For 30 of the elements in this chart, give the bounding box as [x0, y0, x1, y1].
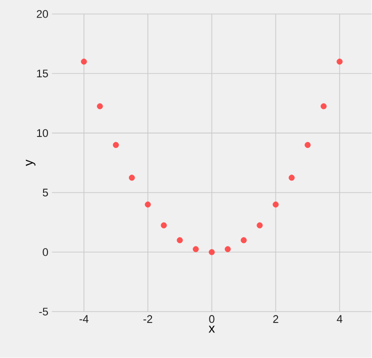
point — [256, 222, 263, 229]
point — [112, 142, 119, 148]
y-tick-label: 10 — [37, 129, 48, 138]
y-tick-label: 20 — [36, 10, 48, 18]
point — [240, 237, 247, 244]
point — [192, 246, 199, 252]
point — [80, 58, 87, 65]
x-tick-label: 2 — [273, 315, 278, 324]
x-tick-label: -4 — [80, 315, 88, 323]
x-tick-label: 4 — [336, 315, 342, 323]
y-tick-label: 0 — [42, 248, 48, 256]
y-axis-title: y — [26, 160, 36, 166]
point — [288, 174, 295, 181]
point — [96, 103, 103, 110]
point — [224, 246, 231, 252]
point — [208, 249, 215, 256]
point — [160, 222, 167, 229]
y-tick-label: 5 — [42, 188, 48, 197]
point — [336, 58, 343, 65]
point — [176, 237, 183, 244]
point — [144, 202, 151, 208]
point — [304, 142, 311, 148]
x-tick-label: 0 — [209, 315, 214, 324]
point — [128, 174, 135, 181]
y-tick-label: -5 — [39, 308, 48, 316]
x-tick-label: -2 — [143, 315, 152, 324]
y-tick-label: 15 — [37, 70, 48, 78]
point — [320, 103, 327, 110]
x-axis-title: x — [208, 326, 215, 333]
point — [272, 202, 279, 208]
